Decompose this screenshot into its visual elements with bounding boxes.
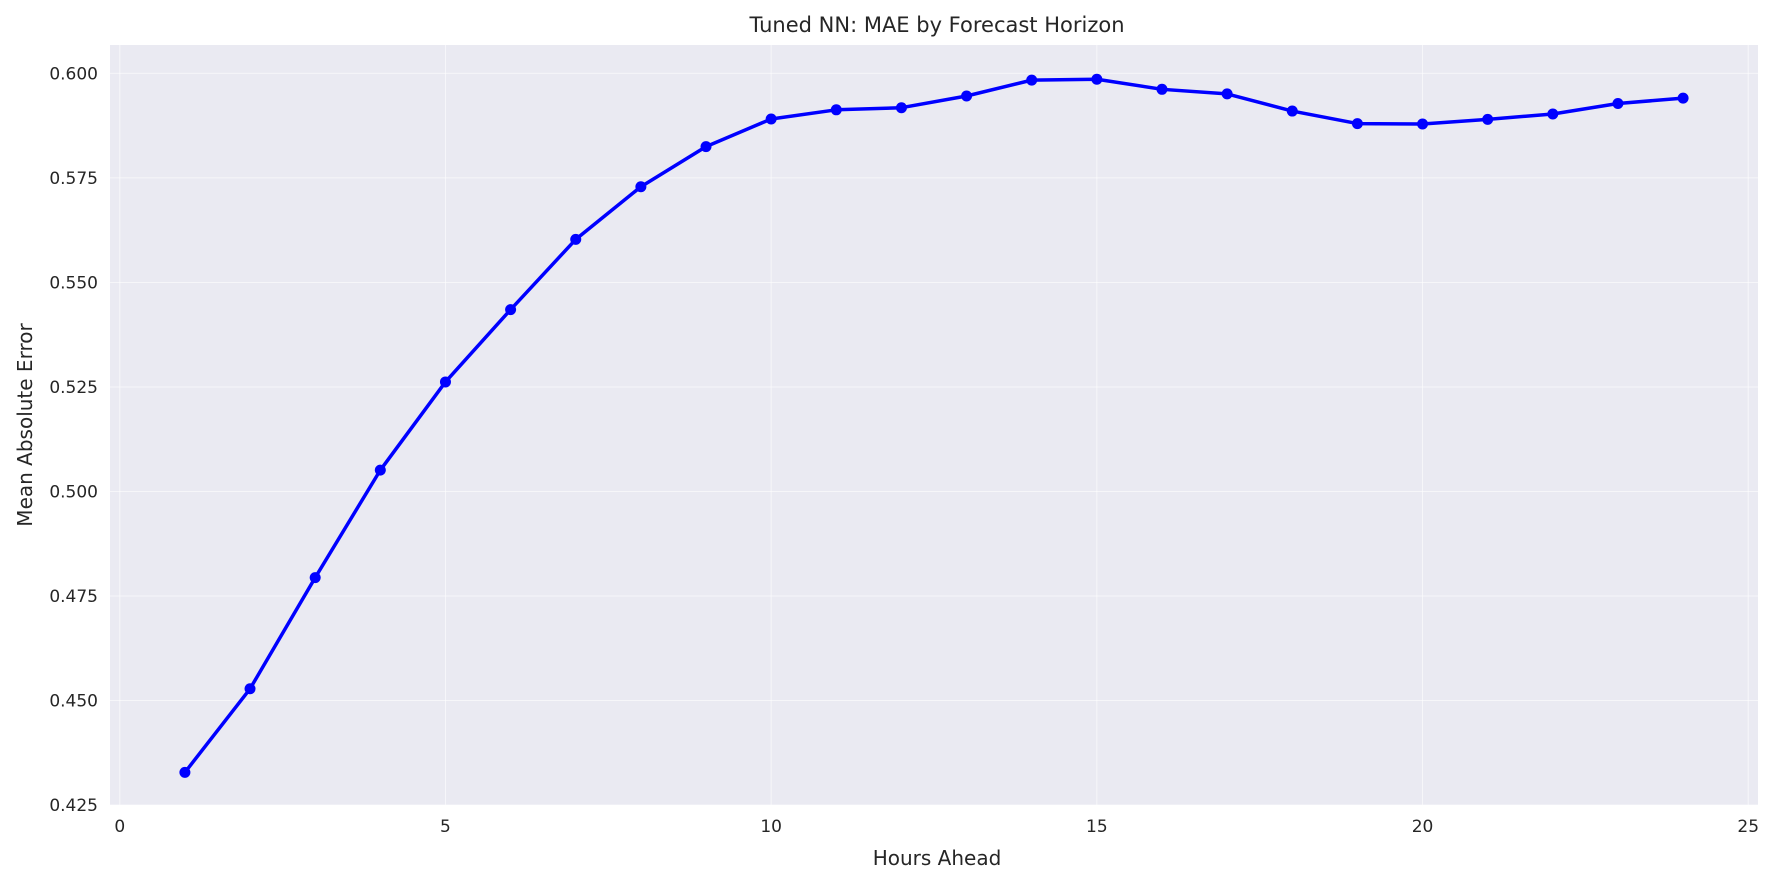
x-axis-label: Hours Ahead (873, 846, 1002, 870)
data-point (1417, 118, 1429, 130)
tick-labels: 0 5 10 15 20 25 0.425 0.450 0.475 0.500 0.525 0.550… (49, 64, 1759, 837)
y-tick-label: 0.575 (49, 169, 98, 189)
data-point (1547, 108, 1559, 120)
data-point (1286, 105, 1298, 117)
data-point (309, 572, 321, 584)
data-point (1351, 118, 1363, 130)
data-point (1612, 98, 1624, 110)
y-axis-label: Mean Absolute Error (13, 323, 37, 527)
data-point (1026, 74, 1038, 86)
y-tick-label: 0.450 (49, 691, 98, 711)
y-tick-label: 0.550 (49, 273, 98, 293)
x-tick-label: 25 (1737, 817, 1759, 837)
data-point (961, 90, 973, 102)
data-point (1221, 88, 1233, 100)
data-point (374, 464, 386, 476)
x-tick-label: 5 (440, 817, 451, 837)
data-point (1156, 83, 1168, 95)
data-point (830, 104, 842, 116)
data-point (1677, 92, 1689, 104)
data-point (179, 766, 191, 778)
x-tick-label: 10 (760, 817, 782, 837)
data-point (505, 304, 517, 316)
data-point (570, 233, 582, 245)
y-tick-label: 0.425 (49, 796, 98, 816)
x-tick-label: 20 (1412, 817, 1434, 837)
data-point (244, 683, 256, 695)
grid (110, 45, 1758, 806)
data-point (765, 113, 777, 125)
y-tick-label: 0.525 (49, 378, 98, 398)
y-tick-label: 0.500 (49, 482, 98, 502)
data-point (700, 141, 712, 153)
series-line (183, 77, 1685, 775)
data-point (895, 102, 907, 114)
data-point (439, 376, 451, 388)
y-tick-label: 0.600 (49, 64, 98, 84)
data-point (1482, 113, 1494, 125)
chart-title: Tuned NN: MAE by Forecast Horizon (748, 13, 1124, 37)
plot-background (110, 45, 1758, 805)
y-tick-label: 0.475 (49, 587, 98, 607)
x-tick-label: 0 (114, 817, 125, 837)
series (179, 73, 1689, 778)
data-point (1091, 73, 1103, 85)
data-point (635, 181, 647, 193)
x-tick-label: 15 (1086, 817, 1108, 837)
